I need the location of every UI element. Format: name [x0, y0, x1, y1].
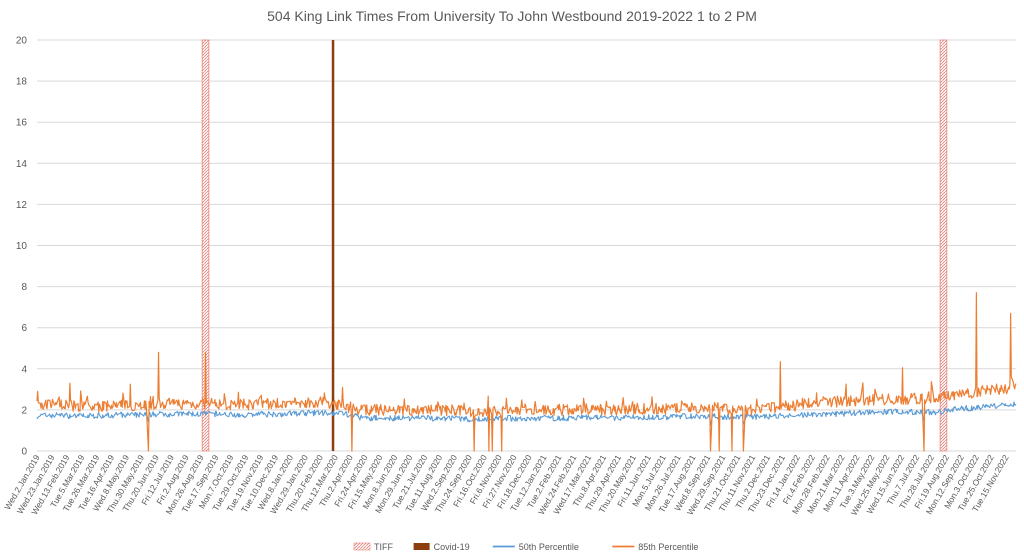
- y-tick-label: 8: [21, 282, 27, 293]
- y-tick-label: 4: [21, 364, 27, 375]
- y-tick-label: 0: [21, 447, 27, 458]
- legend-swatch-tiff: [353, 542, 371, 551]
- legend: TIFF Covid-19 50th Percentile 85th Percenti…: [353, 542, 698, 552]
- y-tick-label: 2: [21, 405, 27, 416]
- gridlines: 0 2 4 6 8 10 12 14 16 18 20: [16, 36, 1016, 458]
- series-lines: [36, 292, 1017, 452]
- legend-label-85th-percentile: 85th Percentile: [638, 542, 698, 552]
- y-tick-label: 12: [16, 200, 28, 211]
- legend-label-tiff: TIFF: [374, 542, 393, 552]
- legend-label-covid-19: Covid-19: [434, 542, 470, 552]
- y-tick-label: 18: [16, 77, 28, 88]
- y-tick-label: 20: [16, 36, 28, 47]
- legend-label-50th-percentile: 50th Percentile: [519, 542, 579, 552]
- y-tick-label: 6: [21, 323, 27, 334]
- y-tick-label: 10: [16, 241, 28, 252]
- series-50th-percentile: [36, 401, 1017, 432]
- tiff-marker: [939, 39, 948, 452]
- series-85th-percentile: [36, 292, 1017, 452]
- y-tick-label: 14: [16, 159, 28, 170]
- axes: Wed.2.Jan.2019Wed.23.Jan.2019Wed.13.Feb.…: [2, 453, 1011, 517]
- covid-19-marker: [331, 40, 335, 451]
- y-tick-label: 16: [16, 118, 28, 129]
- event-markers: [201, 39, 948, 452]
- tiff-marker: [201, 39, 210, 452]
- chart-title: 504 King Link Times From University To J…: [267, 8, 757, 24]
- legend-swatch-covid-19: [413, 543, 430, 550]
